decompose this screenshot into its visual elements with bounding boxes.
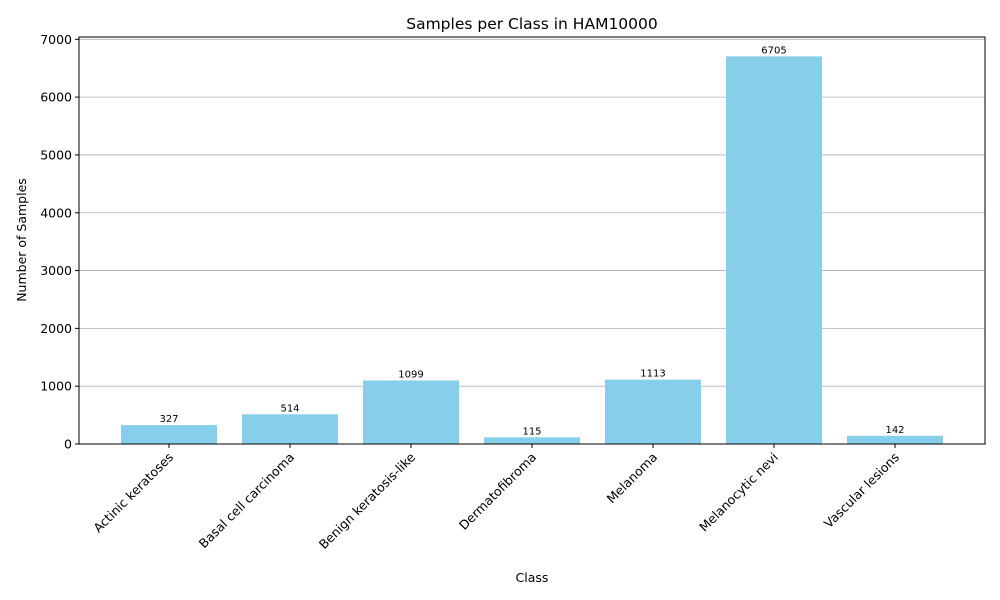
y-tick-label: 1000 (40, 379, 72, 394)
y-tick-label: 5000 (40, 147, 72, 162)
y-axis-ticks: 0 1000 2000 3000 4000 5000 6000 7000 (40, 32, 79, 452)
bar-value-label: 115 (522, 426, 541, 437)
bar (605, 379, 701, 444)
x-tick-label: Basal cell carcinoma (196, 450, 297, 551)
chart-title: Samples per Class in HAM10000 (406, 15, 658, 33)
plot-frame (78, 36, 986, 445)
bar (726, 56, 822, 444)
x-tick-label: Actinic keratoses (90, 450, 176, 536)
bars-layer (121, 56, 943, 444)
x-axis-label: Class (516, 570, 549, 585)
y-tick-label: 3000 (40, 263, 72, 278)
y-tick-label: 6000 (40, 90, 72, 105)
x-tick-label: Dermatofibroma (456, 450, 539, 533)
bar (363, 380, 459, 444)
x-tick-label: Vascular lesions (821, 450, 902, 531)
data-labels-layer: 327 514 1099 115 1113 6705 142 (159, 45, 904, 437)
x-tick-label: Benign keratosis-like (316, 449, 419, 552)
x-tick-label: Melanocytic nevi (696, 450, 781, 535)
bar-value-label: 514 (280, 403, 299, 414)
bar (242, 414, 338, 444)
y-tick-label: 4000 (40, 205, 72, 220)
bar-value-label: 6705 (761, 45, 786, 56)
y-tick-label: 2000 (40, 321, 72, 336)
bar (847, 435, 943, 444)
bar-value-label: 327 (159, 414, 178, 425)
bar-value-label: 1099 (398, 369, 423, 380)
bar-value-label: 142 (885, 425, 904, 436)
x-axis-ticks: Actinic keratoses Basal cell carcinoma Ben… (90, 444, 902, 552)
y-tick-label: 7000 (40, 32, 72, 47)
y-tick-label: 0 (64, 437, 72, 452)
y-axis-label: Number of Samples (14, 178, 29, 302)
grid-layer (79, 38, 985, 387)
x-tick-label: Melanoma (604, 450, 661, 507)
bar (121, 425, 217, 444)
bar (484, 437, 580, 444)
bar-value-label: 1113 (640, 369, 665, 380)
